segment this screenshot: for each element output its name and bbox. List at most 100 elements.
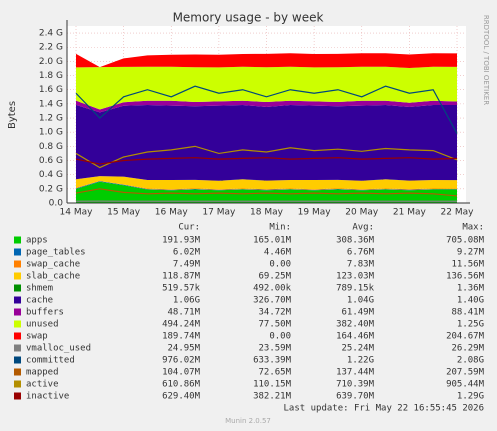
y-tick-label: 0.4 G bbox=[39, 170, 63, 180]
legend-stat: 48.71M bbox=[167, 308, 200, 318]
x-tick-label: 21 May bbox=[393, 208, 427, 218]
legend-stat: 189.74M bbox=[162, 332, 201, 342]
line bbox=[75, 188, 458, 197]
legend-swatch bbox=[14, 284, 21, 292]
line bbox=[75, 85, 458, 134]
legend-stat: 308.36M bbox=[336, 236, 375, 246]
x-tick-label: 17 May bbox=[202, 208, 236, 218]
legend-label: unused bbox=[26, 320, 59, 330]
x-tick-label: 15 May bbox=[107, 208, 141, 218]
legend-stat: 24.95M bbox=[167, 344, 200, 354]
area bbox=[76, 181, 457, 203]
legend-stat: 326.70M bbox=[253, 296, 292, 306]
legend-stat: 26.29M bbox=[451, 344, 484, 354]
x-tick-label: 16 May bbox=[155, 208, 189, 218]
legend-stat: 1.36M bbox=[457, 284, 485, 294]
legend-stat: 77.50M bbox=[258, 320, 291, 330]
y-tick-label: 0.6 G bbox=[39, 156, 63, 166]
legend-stat: 633.39M bbox=[253, 356, 292, 366]
legend-stat: 88.41M bbox=[451, 308, 484, 318]
area bbox=[76, 104, 457, 181]
legend-swatch bbox=[14, 248, 21, 256]
legend-stat: 639.70M bbox=[336, 392, 375, 402]
y-axis-label: Bytes bbox=[7, 101, 18, 129]
legend-stat: 494.24M bbox=[162, 320, 201, 330]
legend-stat: 1.22G bbox=[347, 356, 374, 366]
legend-stat: 9.27M bbox=[457, 248, 485, 258]
legend-stat: 789.15k bbox=[336, 284, 375, 294]
area bbox=[76, 176, 457, 190]
legend-stat: 137.44M bbox=[336, 368, 375, 378]
legend-swatch bbox=[14, 392, 21, 400]
legend-label: committed bbox=[26, 356, 75, 366]
y-tick-label: 1.0 G bbox=[39, 128, 63, 138]
legend-stat: 382.40M bbox=[336, 320, 375, 330]
legend-swatch bbox=[14, 236, 21, 244]
legend-swatch bbox=[14, 344, 21, 352]
legend-label: swap bbox=[26, 332, 48, 342]
legend-stat: 0.00 bbox=[269, 260, 291, 270]
legend-stat: 382.21M bbox=[253, 392, 292, 402]
legend-stat: 2.08G bbox=[457, 356, 484, 366]
legend-swatch bbox=[14, 332, 21, 340]
legend-stat: 123.03M bbox=[336, 272, 375, 282]
y-tick-label: 1.6 G bbox=[39, 85, 63, 95]
legend-stat: 23.59M bbox=[258, 344, 291, 354]
x-tick-label: 22 May bbox=[441, 208, 475, 218]
legend-label: mapped bbox=[26, 368, 59, 378]
y-tick-label: 1.4 G bbox=[39, 99, 63, 109]
legend-label: cache bbox=[26, 296, 53, 306]
legend-stat: 1.29G bbox=[457, 392, 484, 402]
legend-header: Min: bbox=[269, 223, 291, 233]
legend-stat: 7.49M bbox=[173, 260, 201, 270]
y-tick-label: 1.2 G bbox=[39, 114, 63, 124]
legend-stat: 34.72M bbox=[258, 308, 291, 318]
area bbox=[76, 181, 457, 190]
legend-header: Cur: bbox=[178, 223, 200, 233]
legend-stat: 4.46M bbox=[264, 248, 292, 258]
axes: 0.0 0.2 G 0.4 G 0.6 G 0.8 G 1.0 G 1.2 G 1.4 G 1.… bbox=[39, 20, 474, 218]
legend-label: page_tables bbox=[26, 248, 86, 258]
footer: Munin 2.0.57 bbox=[225, 417, 271, 425]
legend-stat: 976.02M bbox=[162, 356, 201, 366]
y-tick-label: 1.8 G bbox=[39, 71, 63, 81]
legend-stat: 0.00 bbox=[269, 332, 291, 342]
legend-stat: 118.87M bbox=[162, 272, 201, 282]
legend-label: vmalloc_used bbox=[26, 344, 91, 354]
area bbox=[76, 100, 457, 113]
legend-stat: 610.86M bbox=[162, 380, 201, 390]
legend-stat: 629.40M bbox=[162, 392, 201, 402]
line bbox=[75, 157, 458, 165]
legend-stat: 1.40G bbox=[457, 296, 484, 306]
legend-stat: 110.15M bbox=[253, 380, 292, 390]
legend-stat: 136.56M bbox=[446, 272, 485, 282]
y-tick-label: 0.0 bbox=[49, 199, 64, 209]
legend-stat: 207.59M bbox=[446, 368, 485, 378]
legend-label: active bbox=[26, 380, 59, 390]
legend-label: slab_cache bbox=[26, 272, 80, 282]
legend-stat: 164.46M bbox=[336, 332, 375, 342]
area bbox=[76, 53, 457, 68]
legend-header: Avg: bbox=[352, 223, 374, 233]
legend-stat: 72.65M bbox=[258, 368, 291, 378]
legend-stat: 492.00k bbox=[253, 284, 292, 294]
legend-swatch bbox=[14, 380, 21, 388]
legend-swatch bbox=[14, 320, 21, 328]
legend-stat: 705.08M bbox=[446, 236, 485, 246]
legend-header: Max: bbox=[462, 223, 484, 233]
chart-title: Memory usage - by week bbox=[173, 11, 324, 25]
legend-stat: 1.04G bbox=[347, 296, 374, 306]
area bbox=[76, 66, 457, 110]
y-tick-label: 0.2 G bbox=[39, 184, 63, 194]
x-tick-label: 19 May bbox=[298, 208, 332, 218]
legend-swatch bbox=[14, 296, 21, 304]
legend-stat: 191.93M bbox=[162, 236, 201, 246]
legend-label: apps bbox=[26, 236, 48, 246]
legend-stat: 1.25G bbox=[457, 320, 484, 330]
legend-label: shmem bbox=[26, 284, 53, 294]
x-tick-label: 18 May bbox=[250, 208, 284, 218]
legend-swatch bbox=[14, 308, 21, 316]
side-text: RRDTOOL / TOBI OETIKER bbox=[482, 15, 490, 105]
